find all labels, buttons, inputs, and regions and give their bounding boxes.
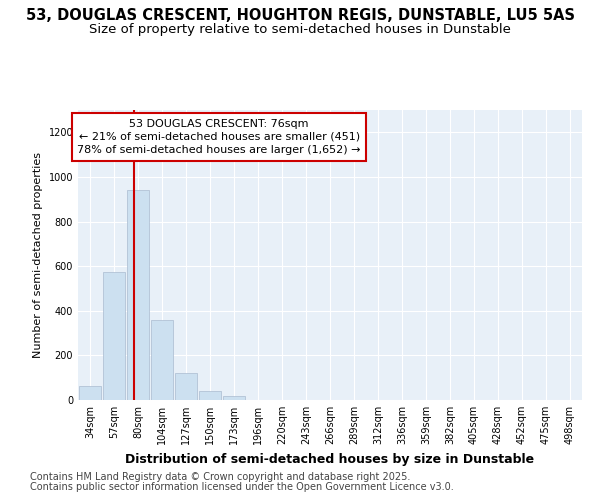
Bar xyxy=(127,190,149,400)
X-axis label: Distribution of semi-detached houses by size in Dunstable: Distribution of semi-detached houses by … xyxy=(125,452,535,466)
Bar xyxy=(151,320,173,400)
Text: Size of property relative to semi-detached houses in Dunstable: Size of property relative to semi-detach… xyxy=(89,22,511,36)
Bar xyxy=(175,373,197,400)
Bar xyxy=(103,272,125,400)
Text: Contains HM Land Registry data © Crown copyright and database right 2025.: Contains HM Land Registry data © Crown c… xyxy=(30,472,410,482)
Bar xyxy=(79,386,101,400)
Bar xyxy=(199,390,221,400)
Text: Contains public sector information licensed under the Open Government Licence v3: Contains public sector information licen… xyxy=(30,482,454,492)
Text: 53 DOUGLAS CRESCENT: 76sqm
← 21% of semi-detached houses are smaller (451)
78% o: 53 DOUGLAS CRESCENT: 76sqm ← 21% of semi… xyxy=(77,118,361,155)
Y-axis label: Number of semi-detached properties: Number of semi-detached properties xyxy=(33,152,43,358)
Bar xyxy=(223,396,245,400)
Text: 53, DOUGLAS CRESCENT, HOUGHTON REGIS, DUNSTABLE, LU5 5AS: 53, DOUGLAS CRESCENT, HOUGHTON REGIS, DU… xyxy=(25,8,575,22)
